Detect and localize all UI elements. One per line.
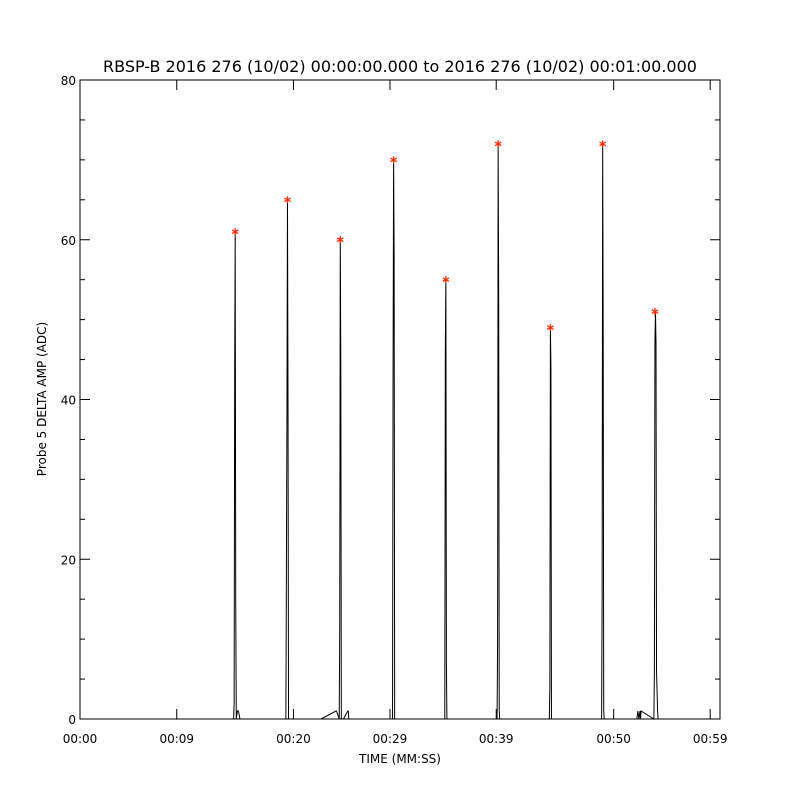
peak-marker <box>651 308 659 316</box>
peak-marker-stroke <box>546 325 554 330</box>
y-tick-label: 0 <box>68 713 76 727</box>
x-axis-label: TIME (MM:SS) <box>358 752 441 766</box>
x-tick-label: 00:29 <box>373 732 408 746</box>
peak-marker <box>390 156 398 164</box>
peak-marker-stroke <box>336 237 344 243</box>
x-tick-label: 00:00 <box>63 732 98 746</box>
x-tick-label: 00:50 <box>596 732 631 746</box>
peak-marker-stroke <box>494 141 502 147</box>
peak-marker <box>336 236 344 244</box>
y-tick-label: 80 <box>61 74 76 88</box>
peak-marker-stroke <box>442 277 450 283</box>
peak-marker <box>494 140 502 148</box>
x-tick-label: 00:59 <box>693 732 728 746</box>
data-line <box>80 143 667 720</box>
peak-marker-stroke <box>651 309 659 315</box>
peak-marker <box>231 228 239 236</box>
peak-marker-stroke <box>390 157 398 163</box>
peak-marker <box>599 140 607 148</box>
peak-marker-stroke <box>231 229 239 235</box>
plot-frame <box>79 79 721 720</box>
y-axis-label: Probe 5 DELTA AMP (ADC) <box>35 322 49 476</box>
peak-marker <box>284 196 291 204</box>
x-tick-label: 00:39 <box>479 732 514 746</box>
plot-area <box>80 140 667 720</box>
axis-ticks <box>79 79 720 720</box>
peak-marker-stroke <box>599 141 607 147</box>
y-tick-label: 60 <box>61 234 76 248</box>
x-tick-label: 00:09 <box>159 732 194 746</box>
y-tick-label: 40 <box>61 394 76 408</box>
x-tick-label: 00:20 <box>276 732 311 746</box>
peak-marker <box>546 324 554 332</box>
peak-marker <box>442 276 450 284</box>
chart-title: RBSP-B 2016 276 (10/02) 00:00:00.000 to … <box>103 57 697 76</box>
peak-marker-stroke <box>284 197 291 203</box>
y-tick-label: 20 <box>61 553 76 567</box>
tick-labels: 0 20 40 60 80 00:00 00:09 00:20 00:29 00:39 00:50 0… <box>61 74 728 746</box>
